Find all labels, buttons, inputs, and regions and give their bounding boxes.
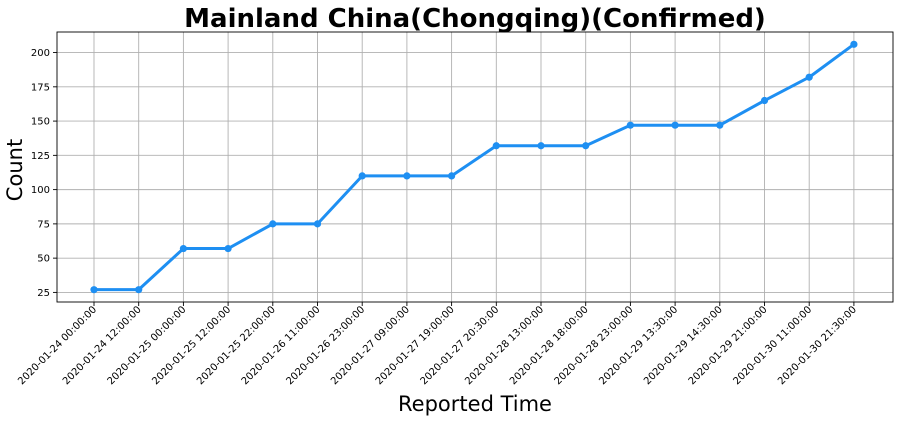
y-tick-label: 50 xyxy=(37,254,50,265)
x-tick-label: 2020-01-27 09:00:00 xyxy=(329,304,412,387)
data-point xyxy=(313,220,322,228)
y-tick-label: 125 xyxy=(31,151,50,162)
x-tick-label: 2020-01-30 11:00:00 xyxy=(731,304,814,387)
x-tick-label: 2020-01-28 13:00:00 xyxy=(463,304,546,387)
data-point xyxy=(760,96,769,105)
data-point xyxy=(448,172,456,180)
y-axis-label: Count xyxy=(3,139,27,201)
y-tick-label: 25 xyxy=(37,288,50,299)
plot-frame xyxy=(56,31,894,303)
data-point xyxy=(358,172,366,180)
x-tick-label: 2020-01-28 18:00:00 xyxy=(508,304,591,387)
x-tick-label: 2020-01-25 22:00:00 xyxy=(195,304,278,387)
x-tick-label: 2020-01-28 23:00:00 xyxy=(553,304,636,387)
x-tick-label: 2020-01-26 23:00:00 xyxy=(284,304,367,387)
data-point xyxy=(671,121,679,129)
data-point xyxy=(582,142,590,150)
data-point xyxy=(716,121,724,129)
series xyxy=(90,40,858,294)
x-tick-label: 2020-01-25 00:00:00 xyxy=(106,304,189,387)
data-point xyxy=(269,220,277,228)
x-axis-label: Reported Time xyxy=(398,392,552,416)
data-point xyxy=(90,286,98,294)
y-tick-label: 100 xyxy=(31,185,50,196)
x-tick-label: 2020-01-29 13:30:00 xyxy=(597,304,680,387)
data-point xyxy=(626,121,635,129)
x-tick-label: 2020-01-24 00:00:00 xyxy=(16,304,99,387)
x-tick-label: 2020-01-25 12:00:00 xyxy=(150,304,233,387)
axes: 25 50 75 100 125 150 175 200 2020-01-24 00:00:00… xyxy=(16,31,894,387)
data-point xyxy=(850,40,858,48)
x-tick-label: 2020-01-27 19:00:00 xyxy=(374,304,457,387)
x-tick-label: 2020-01-27 20:30:00 xyxy=(419,304,502,387)
chart-title: Mainland China(Chongqing)(Confirmed) xyxy=(184,4,766,34)
data-point xyxy=(135,286,143,294)
data-point xyxy=(403,172,411,180)
grid xyxy=(57,32,893,302)
x-tick-label: 2020-01-24 12:00:00 xyxy=(61,304,144,387)
y-tick-label: 150 xyxy=(31,117,50,128)
y-tick-label: 75 xyxy=(37,219,50,230)
y-tick-label: 175 xyxy=(31,82,50,93)
x-tick-label: 2020-01-26 11:00:00 xyxy=(240,304,323,387)
data-point xyxy=(492,142,500,150)
data-point xyxy=(224,244,232,253)
data-point xyxy=(537,142,545,150)
x-tick-label: 2020-01-30 21:30:00 xyxy=(776,304,859,387)
series-line xyxy=(92,42,856,292)
x-tick-label: 2020-01-29 14:30:00 xyxy=(642,304,725,387)
y-tick-label: 200 xyxy=(31,48,50,59)
data-point xyxy=(179,244,187,253)
data-point xyxy=(805,73,813,81)
x-tick-label: 2020-01-29 21:00:00 xyxy=(687,304,770,387)
